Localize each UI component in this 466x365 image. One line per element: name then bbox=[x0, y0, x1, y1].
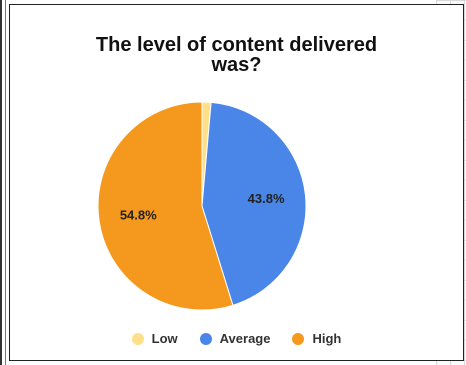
legend-item-low[interactable]: Low bbox=[131, 331, 178, 346]
chart-title-line2: was? bbox=[211, 54, 262, 76]
chart-card[interactable]: The level of content delivered was? 43.8… bbox=[9, 4, 464, 361]
window-edge bbox=[0, 0, 2, 365]
pie-chart: 43.8% 54.8% bbox=[97, 101, 307, 311]
legend-label-low: Low bbox=[151, 331, 178, 346]
legend-label-high: High bbox=[312, 331, 342, 346]
legend-swatch-high bbox=[292, 332, 305, 345]
pie-slice-average[interactable] bbox=[201, 101, 307, 306]
chart-legend: Low Average High bbox=[10, 331, 463, 346]
legend-item-high[interactable]: High bbox=[292, 331, 341, 346]
pie-slice-high[interactable] bbox=[97, 101, 234, 311]
window-edge-inner bbox=[5, 0, 6, 365]
data-label-average: 43.8% bbox=[248, 191, 285, 206]
legend-swatch-average bbox=[199, 332, 212, 345]
legend-swatch-low bbox=[131, 332, 144, 345]
legend-label-average: Average bbox=[219, 331, 271, 346]
legend-item-average[interactable]: Average bbox=[199, 331, 271, 346]
chart-title: The level of content delivered was? bbox=[10, 35, 463, 75]
chart-title-line1: The level of content delivered bbox=[95, 34, 378, 56]
data-label-high: 54.8% bbox=[120, 208, 157, 223]
